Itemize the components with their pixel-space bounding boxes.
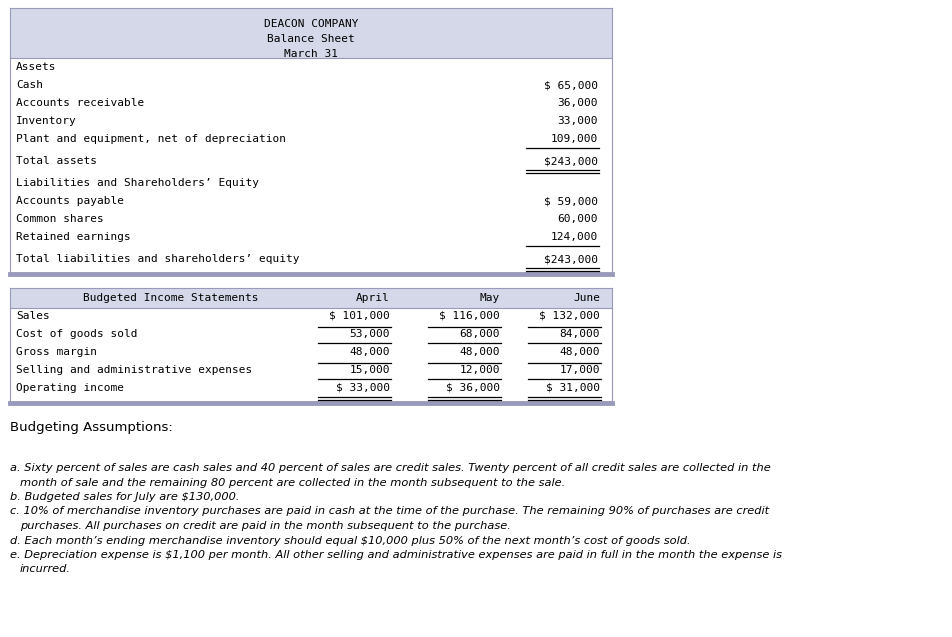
Text: $ 65,000: $ 65,000 bbox=[544, 80, 598, 90]
Text: $ 59,000: $ 59,000 bbox=[544, 196, 598, 206]
Text: Accounts payable: Accounts payable bbox=[16, 196, 124, 206]
Text: Cost of goods sold: Cost of goods sold bbox=[16, 329, 137, 339]
Text: Gross margin: Gross margin bbox=[16, 347, 97, 357]
Text: 124,000: 124,000 bbox=[551, 232, 598, 242]
Text: 68,000: 68,000 bbox=[460, 329, 500, 339]
Text: March 31: March 31 bbox=[284, 49, 338, 59]
Text: Retained earnings: Retained earnings bbox=[16, 232, 130, 242]
Text: Operating income: Operating income bbox=[16, 383, 124, 393]
Text: incurred.: incurred. bbox=[20, 564, 71, 575]
Text: Budgeted Income Statements: Budgeted Income Statements bbox=[83, 293, 259, 303]
Text: 48,000: 48,000 bbox=[560, 347, 600, 357]
Text: 36,000: 36,000 bbox=[558, 98, 598, 108]
Text: Cash: Cash bbox=[16, 80, 43, 90]
Text: 109,000: 109,000 bbox=[551, 134, 598, 144]
Text: a. Sixty percent of sales are cash sales and 40 percent of sales are credit sale: a. Sixty percent of sales are cash sales… bbox=[10, 463, 771, 473]
Text: $ 132,000: $ 132,000 bbox=[539, 311, 600, 321]
Text: Inventory: Inventory bbox=[16, 116, 77, 126]
Text: 12,000: 12,000 bbox=[460, 365, 500, 375]
Text: 48,000: 48,000 bbox=[460, 347, 500, 357]
Text: $ 116,000: $ 116,000 bbox=[439, 311, 500, 321]
Text: Assets: Assets bbox=[16, 62, 56, 72]
Text: Selling and administrative expenses: Selling and administrative expenses bbox=[16, 365, 252, 375]
Bar bbox=[10, 288, 612, 308]
Text: 84,000: 84,000 bbox=[560, 329, 600, 339]
Text: Sales: Sales bbox=[16, 311, 50, 321]
Text: June: June bbox=[573, 293, 600, 303]
Text: d. Each month’s ending merchandise inventory should equal $10,000 plus 50% of th: d. Each month’s ending merchandise inven… bbox=[10, 536, 690, 545]
Bar bbox=[10, 8, 612, 58]
Text: 17,000: 17,000 bbox=[560, 365, 600, 375]
Text: Common shares: Common shares bbox=[16, 214, 104, 224]
Text: e. Depreciation expense is $1,100 per month. All other selling and administrativ: e. Depreciation expense is $1,100 per mo… bbox=[10, 550, 782, 560]
Text: April: April bbox=[356, 293, 390, 303]
Text: May: May bbox=[480, 293, 500, 303]
Text: 48,000: 48,000 bbox=[349, 347, 390, 357]
Text: month of sale and the remaining 80 percent are collected in the month subsequent: month of sale and the remaining 80 perce… bbox=[20, 478, 565, 487]
Text: $243,000: $243,000 bbox=[544, 254, 598, 264]
Text: $243,000: $243,000 bbox=[544, 156, 598, 166]
Text: $ 101,000: $ 101,000 bbox=[329, 311, 390, 321]
Text: Balance Sheet: Balance Sheet bbox=[268, 34, 355, 44]
Text: 33,000: 33,000 bbox=[558, 116, 598, 126]
Text: Total liabilities and shareholders’ equity: Total liabilities and shareholders’ equi… bbox=[16, 254, 300, 264]
Text: 60,000: 60,000 bbox=[558, 214, 598, 224]
Text: $ 31,000: $ 31,000 bbox=[546, 383, 600, 393]
Text: $ 36,000: $ 36,000 bbox=[446, 383, 500, 393]
Text: Liabilities and Shareholders’ Equity: Liabilities and Shareholders’ Equity bbox=[16, 178, 259, 188]
Text: 53,000: 53,000 bbox=[349, 329, 390, 339]
Text: c. 10% of merchandise inventory purchases are paid in cash at the time of the pu: c. 10% of merchandise inventory purchase… bbox=[10, 506, 769, 517]
Text: b. Budgeted sales for July are $130,000.: b. Budgeted sales for July are $130,000. bbox=[10, 492, 240, 502]
Text: purchases. All purchases on credit are paid in the month subsequent to the purch: purchases. All purchases on credit are p… bbox=[20, 521, 511, 531]
Text: Total assets: Total assets bbox=[16, 156, 97, 166]
Text: Accounts receivable: Accounts receivable bbox=[16, 98, 145, 108]
Text: $ 33,000: $ 33,000 bbox=[336, 383, 390, 393]
Text: 15,000: 15,000 bbox=[349, 365, 390, 375]
Text: DEACON COMPANY: DEACON COMPANY bbox=[264, 19, 358, 29]
Text: Budgeting Assumptions:: Budgeting Assumptions: bbox=[10, 421, 172, 434]
Text: Plant and equipment, net of depreciation: Plant and equipment, net of depreciation bbox=[16, 134, 286, 144]
